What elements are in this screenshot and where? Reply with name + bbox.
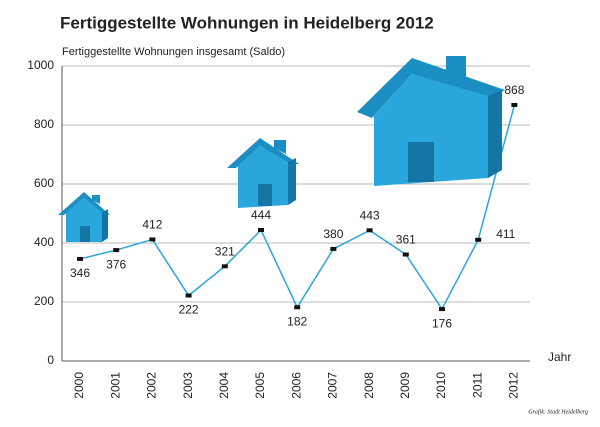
x-tick-label: 2007 <box>326 372 340 399</box>
data-label: 376 <box>106 257 126 271</box>
house-medium <box>227 138 299 208</box>
data-label: 868 <box>504 83 524 97</box>
data-label: 444 <box>251 208 271 222</box>
x-tick-label: 2012 <box>507 372 521 399</box>
y-tick-label: 0 <box>47 353 54 367</box>
data-label: 380 <box>323 227 343 241</box>
x-tick-label: 2006 <box>289 372 303 399</box>
data-label: 321 <box>215 244 235 258</box>
x-tick-label: 2002 <box>145 372 159 399</box>
data-label: 176 <box>432 316 452 330</box>
y-axis-label: Fertiggestellte Wohnungen insgesamt (Sal… <box>62 46 285 58</box>
x-tick-label: 2011 <box>470 372 484 398</box>
marker <box>475 237 482 242</box>
marker <box>402 252 409 257</box>
x-tick-label: 2003 <box>181 372 195 399</box>
x-axis-label: Jahr <box>548 350 571 364</box>
data-label: 412 <box>142 218 162 232</box>
marker <box>439 307 445 312</box>
x-tick-label: 2005 <box>253 372 267 399</box>
marker <box>113 248 120 253</box>
y-tick-label: 200 <box>34 294 54 308</box>
marker <box>294 305 301 310</box>
house-large <box>357 56 505 186</box>
data-label: 361 <box>396 233 416 247</box>
x-tick-label: 2001 <box>108 372 122 399</box>
data-label: 443 <box>360 208 380 222</box>
data-label: 346 <box>70 266 90 280</box>
x-tick-label: 2000 <box>72 372 86 399</box>
house-small <box>58 192 110 242</box>
data-label: 411 <box>496 227 515 241</box>
x-tick-label: 2004 <box>217 372 231 399</box>
chart-title: Fertiggestellte Wohnungen in Heidelberg … <box>60 13 434 32</box>
marker <box>330 246 337 251</box>
marker <box>221 264 228 269</box>
house-icons <box>58 56 505 242</box>
marker <box>77 256 83 261</box>
marker <box>366 228 373 233</box>
marker <box>258 228 264 233</box>
x-tick-label: 2009 <box>398 372 412 399</box>
y-tick-label: 1000 <box>27 58 54 72</box>
y-tick-label: 600 <box>34 176 54 190</box>
x-tick-label: 2008 <box>362 372 376 399</box>
marker <box>511 102 518 107</box>
x-tick-label: 2010 <box>434 372 448 399</box>
y-tick-label: 400 <box>34 235 54 249</box>
marker <box>149 237 156 242</box>
marker <box>185 293 192 298</box>
data-label: 222 <box>179 303 199 317</box>
source: Grafik: Stadt Heidelberg <box>528 408 588 415</box>
y-tick-label: 800 <box>34 117 54 131</box>
data-label: 182 <box>287 314 307 328</box>
